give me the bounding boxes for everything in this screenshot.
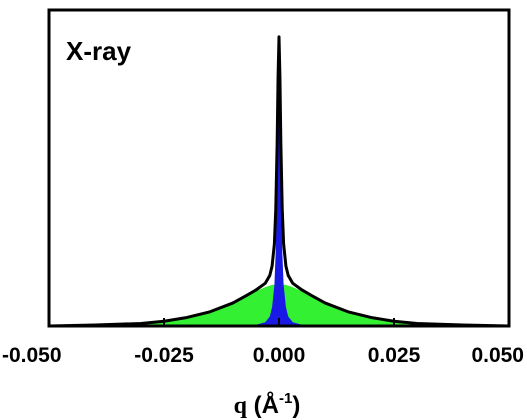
x-tick-label: 0.000: [253, 344, 306, 367]
x-axis-title: q (Å-1): [234, 390, 301, 419]
plot-marks: [49, 35, 509, 326]
x-axis-ticks: [163, 318, 395, 326]
x-axis-symbol: q: [234, 393, 248, 419]
x-axis-unit-open: (Å: [247, 391, 279, 419]
x-axis-unit-close: ): [292, 392, 300, 419]
x-axis-tick-labels: -0.050 -0.025 0.000 0.025 0.050: [2, 344, 524, 367]
x-axis-unit-exponent: -1: [279, 390, 292, 407]
x-tick-label: -0.025: [134, 344, 194, 367]
chart-annotation: X-ray: [66, 36, 132, 66]
narrow-component-area: [233, 79, 325, 326]
x-tick-label: 0.050: [471, 344, 524, 367]
total-profile-line: [49, 35, 509, 326]
x-tick-label: 0.025: [368, 344, 421, 367]
x-tick-label: -0.050: [2, 344, 62, 367]
